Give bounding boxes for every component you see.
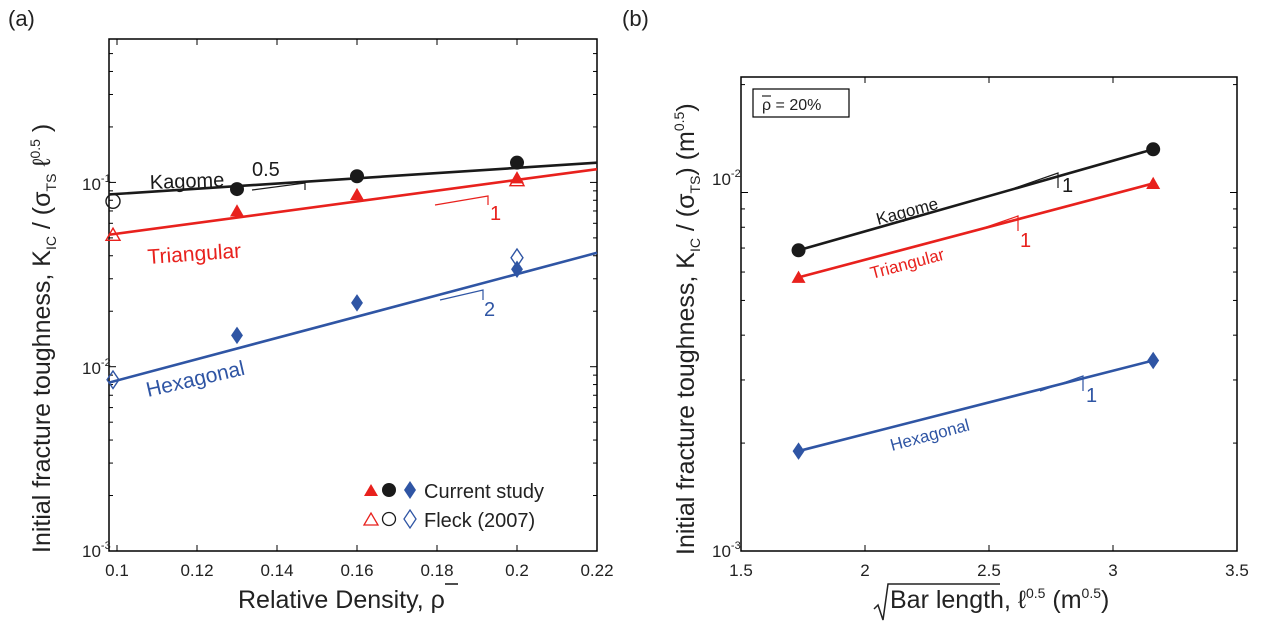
b-slope-triangle-hexagonal: 1 [1039,375,1097,407]
a-x-axis-label: Relative Density, ρ [238,586,445,614]
b-x-axis-label: Bar length, ℓ0.5 (m0.5) [890,585,1109,614]
data-point-triangular [791,270,806,283]
x-tick-label: 0.18 [420,561,453,580]
b-slope-triangle-triangular: 1 [974,215,1031,252]
data-point-kagome [791,243,806,258]
legend-label-fleck: Fleck (2007) [424,510,535,532]
x-tick-label: 0.2 [505,561,529,580]
panel-a-label: (a) [8,6,35,31]
panel-b-x-ticks: 1.5 2 2.5 3 3.5 [729,77,1249,580]
x-tick-label: 0.1 [105,561,129,580]
x-tick-label: 0.12 [180,561,213,580]
panel-a-y-ticks [109,38,597,552]
legend-marker-current-diamond [404,481,416,499]
a-y-axis-label: Initial fracture toughness, KIC / (σTS ℓ… [27,124,59,553]
x-tick-label: 3 [1108,561,1117,580]
a-label-triangular: Triangular [147,240,242,269]
b-ytick-label-1e-3: 10-3 [712,540,741,561]
b-slope-label-triangular: 1 [1020,230,1031,252]
a-label-kagome: Kagome [149,169,224,194]
b-slope-triangle-kagome: 1 [1014,172,1073,197]
a-slope-label-hexagonal: 2 [484,299,495,321]
b-density-annotation: ρ = 20% [762,97,821,114]
panel-a-frame [108,38,598,552]
x-tick-label: 3.5 [1225,561,1249,580]
data-point-hexagonal [231,326,243,345]
legend-marker-current-circle [382,483,396,497]
a-slope-triangle-kagome: 0.5 [251,159,306,191]
panel-a: 0.1 0.12 0.14 0.16 0.18 0.2 0.22 10-3 10-2 10-… [27,38,614,614]
x-tick-label: 1.5 [729,561,753,580]
b-ytick-label-1e-2: 10-2 [712,168,741,189]
a-slope-triangle-hexagonal: 2 [439,289,495,321]
panel-b-y-ticks [741,84,1237,552]
x-tick-label: 0.16 [340,561,373,580]
legend-marker-fleck-triangle [362,511,380,526]
b-sqrt-sign [873,583,1000,621]
fit-line-hexagonal [108,251,598,384]
a-slope-label-triangular: 1 [490,203,501,225]
a-slope-triangle-triangular: 1 [434,195,501,225]
data-point-hexagonal [511,260,523,278]
data-point-hexagonal [792,442,805,460]
legend-marker-current-triangle [364,484,378,496]
data-point-triangular-fleck [104,226,122,242]
a-ytick-label-1e-2: 10-2 [82,357,111,378]
x-tick-label: 0.22 [580,561,613,580]
data-point-triangular-fleck [508,171,526,187]
x-tick-label: 0.14 [260,561,293,580]
data-point-kagome-fleck [105,193,121,209]
a-legend: Current study Fleck (2007) [362,481,544,532]
panel-b: 1.5 2 2.5 3 3.5 ρ = 20% 10-3 10-2 Bar length… [671,76,1249,621]
legend-marker-fleck-circle [381,511,397,527]
b-label-kagome: Kagome [874,194,940,229]
a-ytick-label-1e-1: 10-1 [82,173,111,194]
series-line-hexagonal [798,359,1154,453]
data-point-kagome [230,182,244,197]
x-tick-label: 2.5 [977,561,1001,580]
data-point-hexagonal-fleck [510,247,524,268]
data-point-hexagonal [351,294,363,312]
legend-label-current-study: Current study [424,481,544,503]
b-slope-label-kagome: 1 [1062,175,1073,197]
data-point-triangular [230,204,244,217]
data-point-hexagonal [1147,351,1160,370]
b-label-triangular: Triangular [868,245,947,283]
panel-b-label: (b) [622,6,649,31]
a-label-hexagonal: Hexagonal [144,357,247,402]
b-slope-label-hexagonal: 1 [1086,385,1097,407]
x-tick-label: 2 [860,561,869,580]
panel-b-frame [740,76,1238,552]
panel-a-markers [104,155,526,390]
data-point-kagome [510,155,524,170]
data-point-kagome [350,169,364,184]
a-ytick-label-1e-3: 10-3 [82,540,111,561]
legend-marker-fleck-diamond [403,508,417,530]
data-point-kagome [1146,142,1161,157]
panel-b-lines [798,148,1154,453]
a-slope-label-kagome: 0.5 [252,159,280,181]
panel-b-markers [791,142,1161,460]
data-point-triangular [1146,176,1161,190]
series-line-kagome [798,148,1154,252]
data-point-hexagonal-fleck [106,369,120,390]
data-point-triangular [350,187,364,201]
b-y-axis-label: Initial fracture toughness, KIC / (σTS) … [671,103,703,555]
b-density-box [752,88,850,118]
panel-a-x-ticks: 0.1 0.12 0.14 0.16 0.18 0.2 0.22 [105,39,614,580]
b-label-hexagonal: Hexagonal [888,415,971,454]
